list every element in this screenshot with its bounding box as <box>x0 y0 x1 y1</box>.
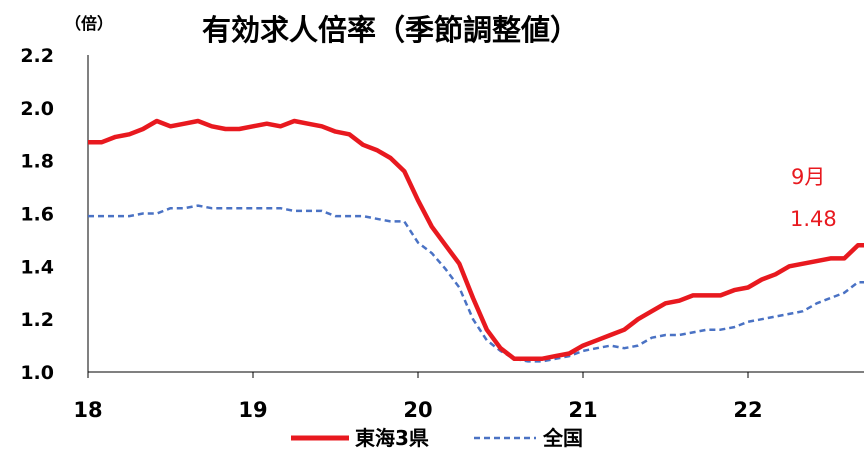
x-tick-label: 19 <box>238 398 267 422</box>
x-tick-label: 18 <box>73 398 102 422</box>
y-tick-label: 2.0 <box>20 98 54 120</box>
series-layer <box>88 118 864 363</box>
annotation-value: 1.48 <box>790 207 837 231</box>
annotation-month: 9月 <box>791 165 825 189</box>
unit-label: （倍） <box>65 14 113 33</box>
axes <box>87 55 864 373</box>
y-tick-label: 1.6 <box>20 204 54 226</box>
y-tick-labels: 1.0 1.2 1.4 1.6 1.8 2.0 2.2 <box>20 45 54 384</box>
x-tick-label: 21 <box>568 398 597 422</box>
legend-label-national: 全国 <box>542 426 583 450</box>
x-tick-label: 20 <box>403 398 432 422</box>
legend: 東海3県 全国 <box>291 426 583 450</box>
y-tick-label: 2.2 <box>20 45 54 67</box>
y-tick-label: 1.8 <box>20 151 54 173</box>
legend-label-tokai: 東海3県 <box>355 426 429 450</box>
y-tick-label: 1.0 <box>20 362 54 384</box>
series-line-national <box>88 204 864 363</box>
y-tick-label: 1.4 <box>20 256 54 278</box>
series-line-tokai <box>88 118 864 362</box>
chart-title: 有効求人倍率（季節調整値） <box>202 13 579 47</box>
x-tick-label: 22 <box>733 398 762 422</box>
x-tick-labels: 18 19 20 21 22 <box>73 372 763 422</box>
y-tick-label: 1.2 <box>20 309 54 331</box>
